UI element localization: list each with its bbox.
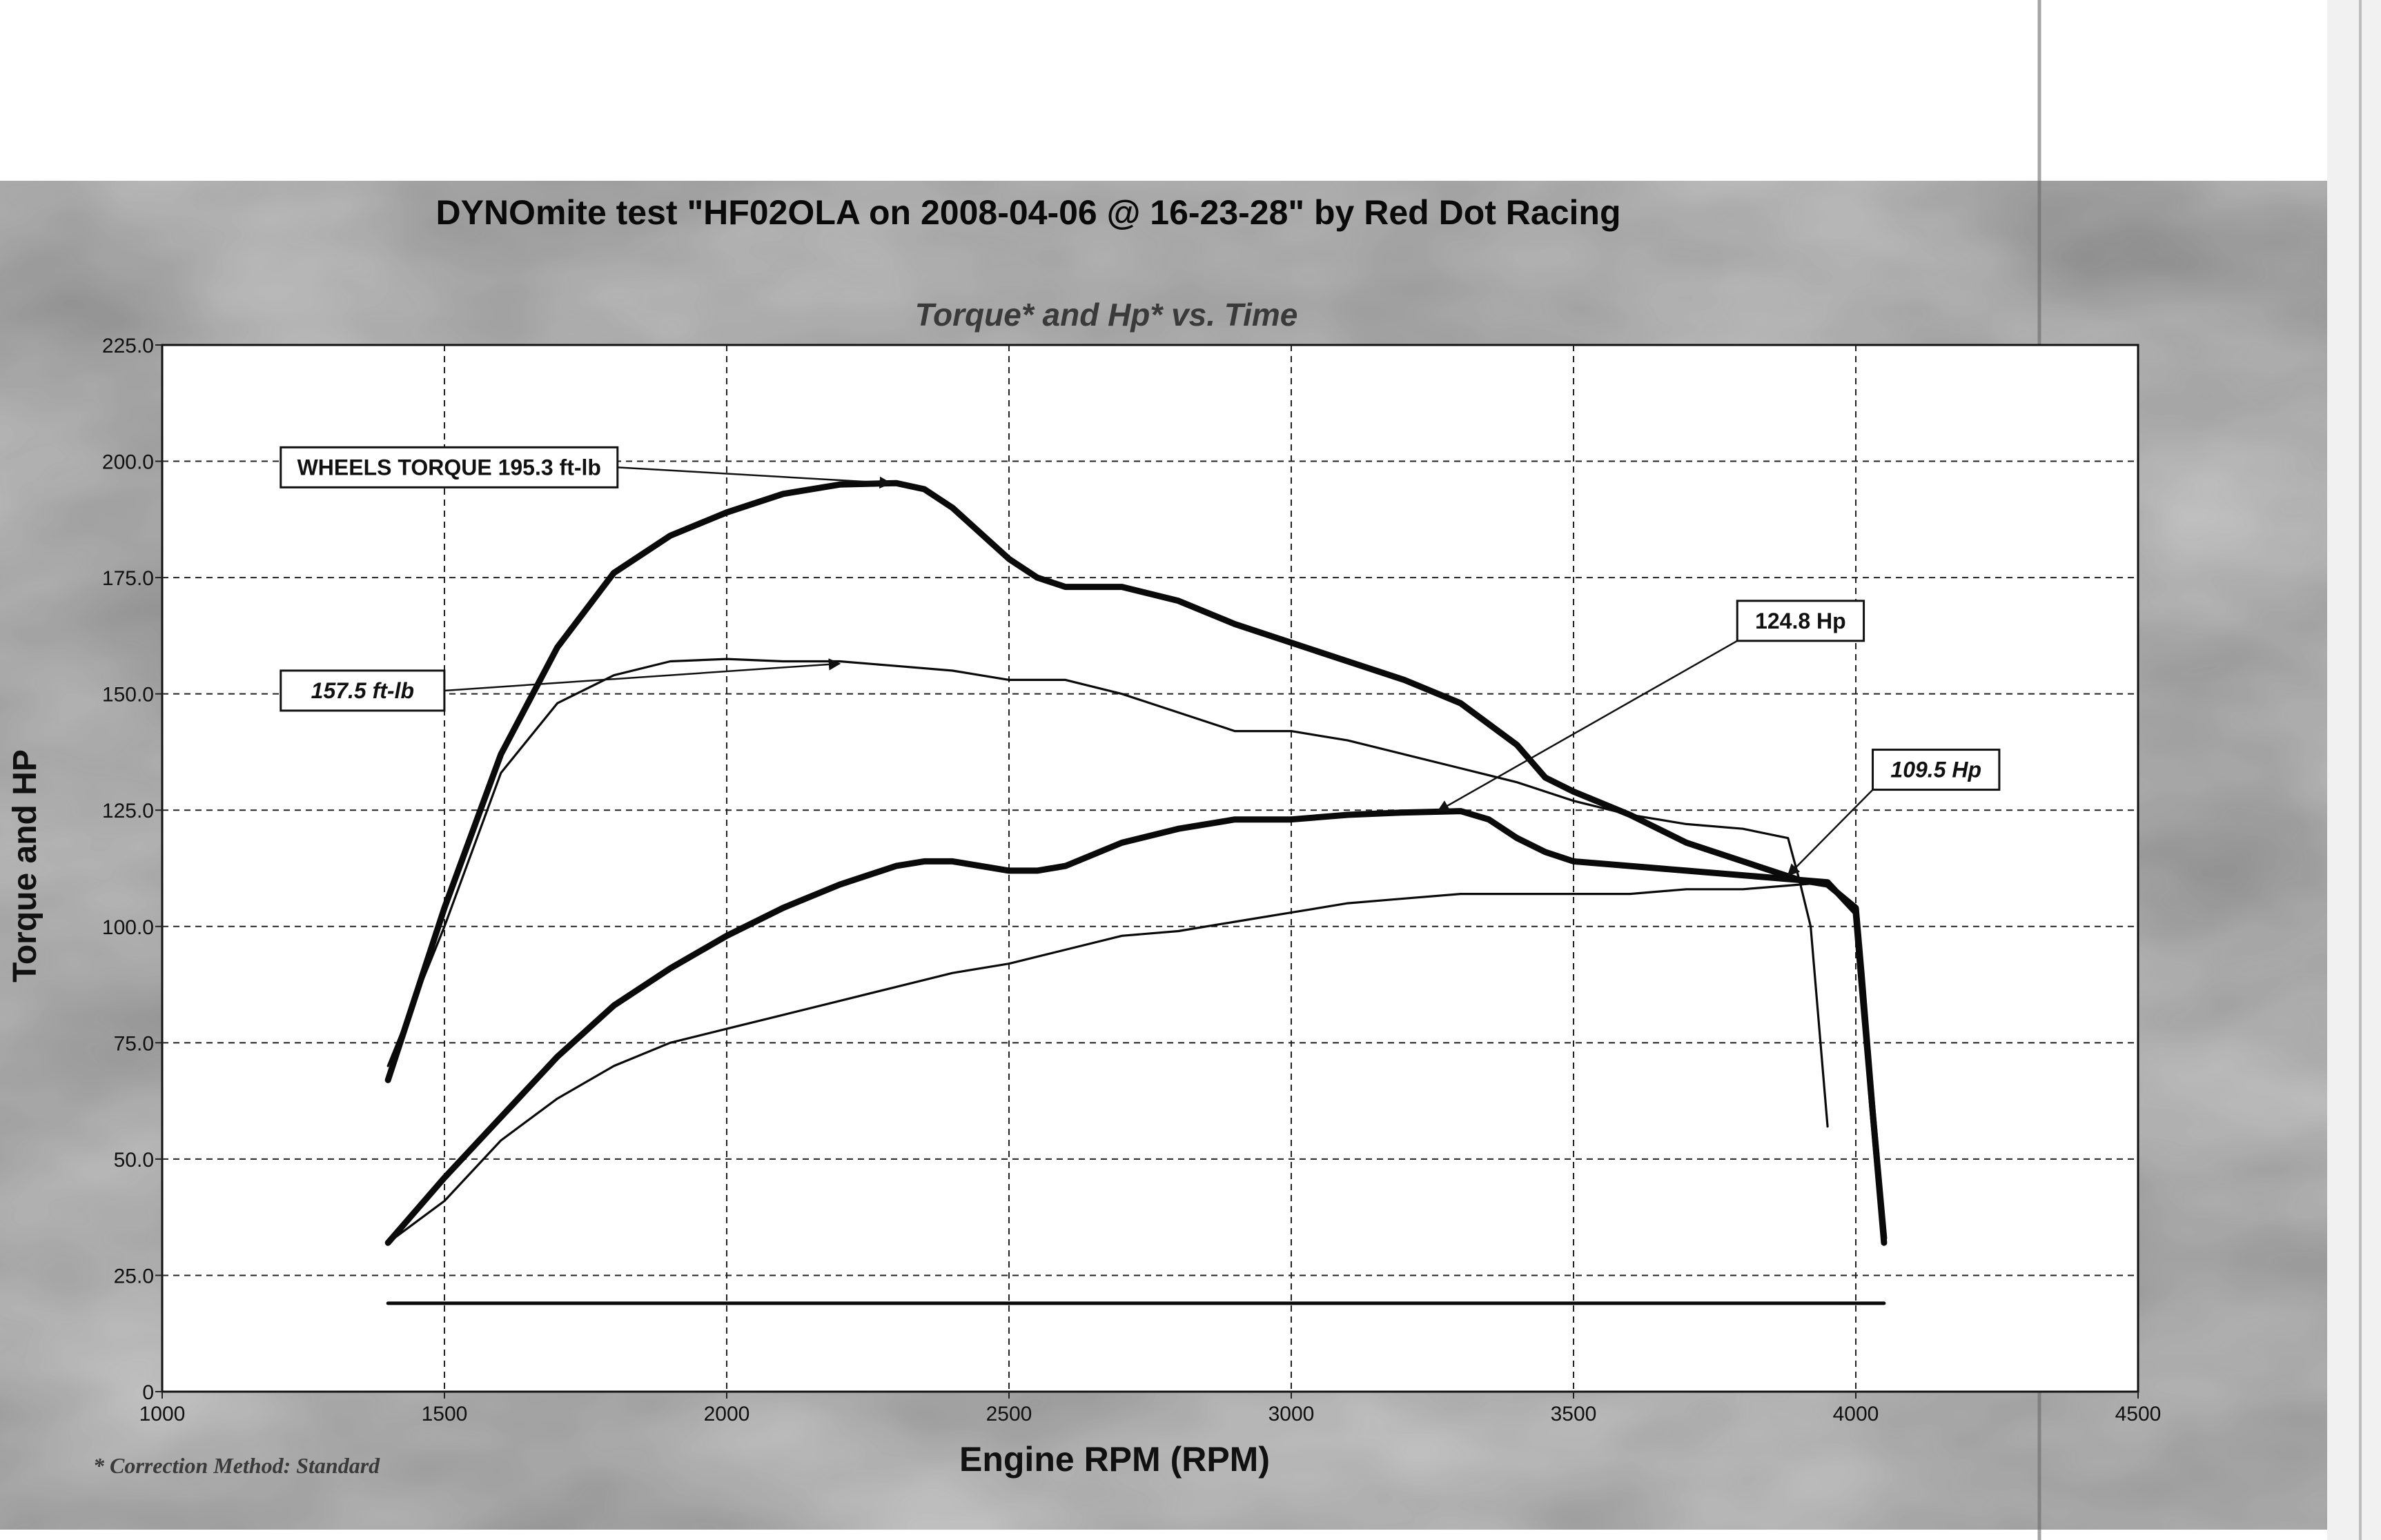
x-tick-label: 3000 xyxy=(1268,1403,1315,1425)
y-tick-label: 175.0 xyxy=(102,567,154,590)
callout-box xyxy=(1872,749,2001,791)
y-tick-label: 75.0 xyxy=(114,1032,154,1055)
x-tick-label: 1500 xyxy=(422,1403,468,1425)
callout-box xyxy=(280,669,446,712)
y-tick-label: 200.0 xyxy=(102,451,154,474)
correction-footnote: * Correction Method: Standard xyxy=(93,1453,380,1478)
chart-subtitle: Torque* and Hp* vs. Time xyxy=(915,297,1298,333)
x-tick-label: 3500 xyxy=(1551,1403,1597,1425)
callout-leader xyxy=(1787,789,1874,876)
y-tick-label: 100.0 xyxy=(102,916,154,939)
callout-box xyxy=(1736,600,1865,642)
x-tick-label: 4000 xyxy=(1833,1403,1879,1425)
x-axis-ticks: 1000 1500 2000 2500 3000 3500 4000 4500 xyxy=(139,1392,2162,1425)
callout-1: WHEELS TORQUE 195.3 ft-lb xyxy=(280,446,892,489)
series-line-1 xyxy=(384,480,1888,1246)
y-axis-title: Torque and HP xyxy=(7,749,43,983)
grid xyxy=(162,345,2138,1392)
series-line-2 xyxy=(386,658,1829,1128)
x-tick-label: 4500 xyxy=(2115,1403,2162,1425)
callout-box xyxy=(280,446,619,488)
callout-2: 157.5 ft-lb xyxy=(280,658,841,712)
plot-area xyxy=(161,344,2139,1393)
y-tick-label: 25.0 xyxy=(114,1265,154,1287)
callout-text: WHEELS TORQUE 195.3 ft-lb xyxy=(297,455,601,480)
series-line-3 xyxy=(384,808,1888,1246)
right-scan-strip xyxy=(2327,0,2381,1540)
x-axis-title: Engine RPM (RPM) xyxy=(959,1440,1270,1479)
chart-title: DYNOmite test "HF02OLA on 2008-04-06 @ 1… xyxy=(435,193,1620,232)
callout-text: 124.8 Hp xyxy=(1755,609,1846,633)
x-tick-label: 2000 xyxy=(704,1403,750,1425)
callout-leader xyxy=(617,466,892,489)
series-line-4 xyxy=(386,881,1829,1244)
y-tick-label: 125.0 xyxy=(102,800,154,822)
callout-text: 109.5 Hp xyxy=(1890,758,1981,782)
x-tick-label: 1000 xyxy=(139,1403,186,1425)
callout-4: 109.5 Hp xyxy=(1787,749,2001,876)
x-tick-label: 2500 xyxy=(986,1403,1032,1425)
y-axis-ticks: 0 25.0 50.0 75.0 100.0 125.0 150.0 175.0 200.0 22… xyxy=(102,335,162,1404)
y-tick-label: 150.0 xyxy=(102,684,154,707)
series-lines xyxy=(384,480,1888,1305)
callout-leader xyxy=(1437,640,1738,812)
callout-3: 124.8 Hp xyxy=(1437,600,1865,812)
y-tick-label: 0 xyxy=(142,1381,154,1404)
callout-leader xyxy=(444,658,841,692)
y-tick-label: 50.0 xyxy=(114,1149,154,1172)
y-tick-label: 225.0 xyxy=(102,335,154,357)
callout-text: 157.5 ft-lb xyxy=(311,678,414,703)
annotations: WHEELS TORQUE 195.3 ft-lb 157.5 ft-lb 124.… xyxy=(280,446,2001,876)
